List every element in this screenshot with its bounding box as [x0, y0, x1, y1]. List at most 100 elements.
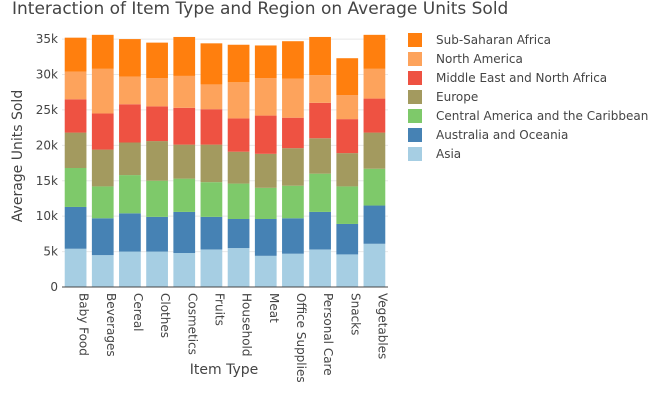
legend-swatch: [408, 52, 422, 66]
y-tick-label: 5k: [43, 245, 58, 259]
bar-segment: [309, 102, 331, 139]
bar-segment: [200, 216, 223, 250]
bar-segment: [173, 107, 196, 145]
bar-segment: [146, 216, 168, 252]
bar-segment: [200, 84, 223, 110]
bar-segment: [64, 99, 87, 133]
bar-segment: [200, 182, 223, 217]
bar-segment: [119, 142, 141, 176]
bar-segment: [91, 255, 114, 287]
bar-segment: [336, 223, 359, 255]
gridlines: [62, 38, 388, 253]
bar-segment: [336, 186, 359, 224]
bar-segment: [64, 248, 87, 287]
bar-segment: [363, 98, 386, 133]
bar-segment: [64, 132, 87, 168]
x-tick-label: Clothes: [158, 293, 172, 338]
bar-segment: [64, 37, 87, 72]
y-tick-label: 0: [50, 280, 58, 294]
chart-title: Interaction of Item Type and Region on A…: [12, 0, 508, 19]
legend-label: Asia: [436, 147, 461, 161]
y-tick-label: 10k: [36, 209, 58, 223]
x-tick-label: Beverages: [104, 293, 118, 357]
bar-segment: [309, 36, 331, 76]
bar-segment: [282, 185, 304, 219]
bar-segment: [282, 117, 304, 149]
bar-segment: [146, 78, 168, 107]
bar-segment: [254, 255, 277, 287]
bar-segment: [227, 118, 250, 152]
bar-segment: [363, 68, 386, 99]
bar-segment: [91, 68, 114, 114]
bar-segment: [282, 41, 304, 79]
legend-swatch: [408, 71, 422, 85]
bar-segment: [227, 248, 250, 287]
legend-label: Australia and Oceania: [436, 128, 568, 142]
y-axis-ticks: 0 5k 10k 15k 20k 25k 30k 35k: [36, 32, 58, 294]
y-tick-label: 25k: [36, 103, 58, 117]
bars: [62, 34, 388, 288]
bar-segment: [363, 34, 386, 69]
bar-segment: [173, 144, 196, 179]
bar-segment: [227, 219, 250, 249]
bar-segment: [200, 249, 223, 287]
bar-segment: [146, 141, 168, 181]
bar-segment: [173, 75, 196, 108]
bar-segment: [282, 148, 304, 186]
y-axis-title: Average Units Sold: [10, 90, 26, 222]
bar-segment: [336, 119, 359, 154]
legend-label: Middle East and North Africa: [436, 71, 607, 85]
bar-segment: [91, 149, 114, 187]
legend-swatch: [408, 147, 422, 161]
x-tick-label: Household: [240, 293, 254, 357]
bar-segment: [64, 206, 87, 249]
bar-segment: [119, 76, 141, 105]
bar-segment: [227, 44, 250, 83]
y-tick-label: 35k: [36, 32, 58, 46]
x-tick-label: Cosmetics: [185, 293, 199, 355]
bar-segment: [336, 58, 359, 96]
bar-segment: [309, 249, 331, 287]
bar-segment: [254, 115, 277, 154]
bar-segment: [146, 106, 168, 142]
bar-segment: [309, 173, 331, 212]
bar-segment: [282, 253, 304, 287]
bar-segment: [119, 39, 141, 77]
legend-swatch: [408, 109, 422, 123]
bar-segment: [91, 34, 114, 69]
y-tick-label: 20k: [36, 138, 58, 152]
y-tick-label: 30k: [36, 68, 58, 82]
x-tick-label: Meat: [267, 293, 281, 323]
bar-segment: [119, 251, 141, 287]
legend-label: Central America and the Caribbean: [436, 109, 648, 123]
legend-label: North America: [436, 52, 523, 66]
bar-segment: [64, 71, 87, 100]
bar-segment: [146, 42, 168, 79]
bar-segment: [254, 219, 277, 256]
bar-segment: [91, 218, 114, 256]
bar-segment: [119, 104, 141, 143]
bar-segment: [336, 95, 359, 120]
x-tick-label: Office Supplies: [294, 293, 308, 383]
legend-swatch: [408, 33, 422, 47]
bar-segment: [363, 168, 386, 206]
bar-segment: [336, 254, 359, 287]
bar-segment: [363, 132, 386, 169]
bar-segment: [119, 175, 141, 214]
bar-segment: [91, 186, 114, 219]
bar-segment: [227, 82, 250, 119]
bar-segment: [336, 153, 359, 187]
bar-segment: [309, 211, 331, 250]
bar-segment: [254, 45, 277, 79]
x-axis-ticks: Baby Food Beverages Cereal Clothes Cosmetics…: [77, 293, 390, 383]
legend-swatch: [408, 128, 422, 142]
bar-segment: [173, 178, 196, 212]
legend-swatch: [408, 90, 422, 104]
bar-segment: [91, 113, 114, 150]
bar-segment: [309, 75, 331, 103]
legend: Sub-Saharan Africa North America Middle Ea…: [408, 33, 648, 161]
x-tick-label: Vegetables: [375, 293, 389, 359]
bar-segment: [119, 213, 141, 252]
bar-segment: [254, 187, 277, 219]
